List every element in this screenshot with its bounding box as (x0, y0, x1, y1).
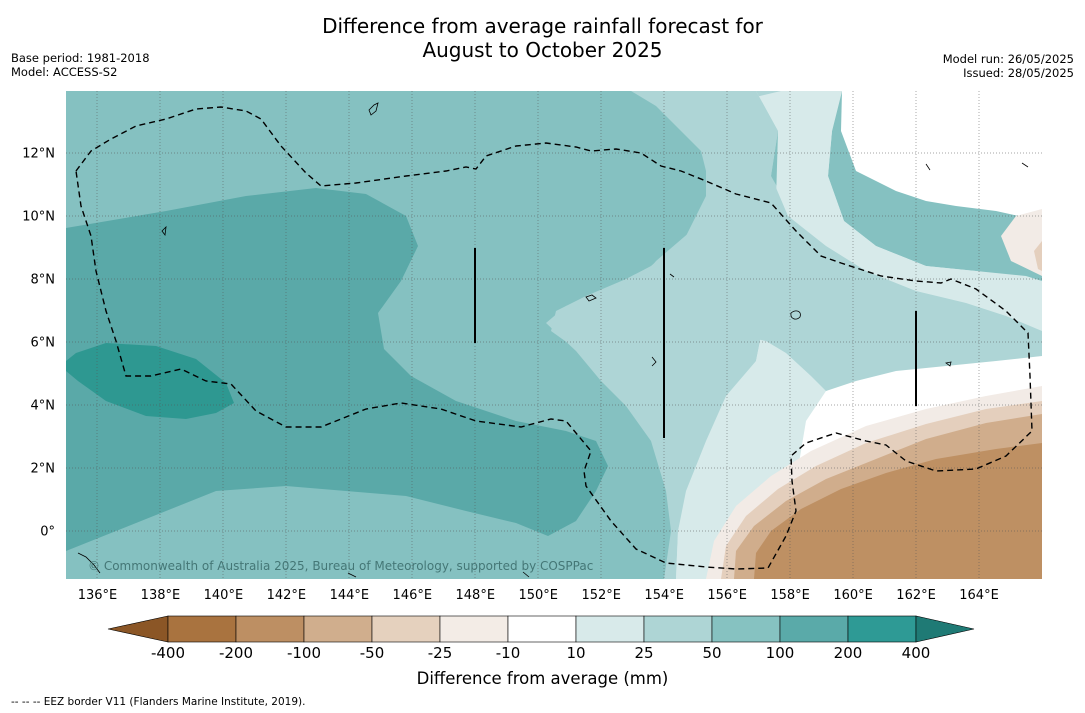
colorbar-swatch (167, 615, 237, 643)
colorbar-tick-label: -10 (495, 644, 521, 662)
meta-right: Model run: 26/05/2025 Issued: 28/05/2025 (943, 52, 1074, 80)
colorbar-extend-high (915, 615, 975, 643)
map-canvas: © Commonwealth of Australia 2025, Bureau… (66, 91, 1042, 579)
longitude-tick-label: 154°E (644, 588, 684, 603)
longitude-tick-label: 164°E (959, 588, 999, 603)
longitude-tick-label: 162°E (896, 588, 936, 603)
colorbar-tick-label: -400 (150, 644, 186, 662)
colorbar-swatch (371, 615, 441, 643)
region-dry-200 (754, 443, 1042, 579)
eez-footnote: -- -- -- EEZ border V11 (Flanders Marine… (11, 696, 306, 708)
eez-border (75, 106, 1033, 570)
colorbar-swatch (235, 615, 305, 643)
region-wet-400 (66, 343, 234, 419)
colorbar-tick-label: 100 (765, 644, 795, 662)
longitude-tick-label: 150°E (518, 588, 559, 603)
title-line-2: August to October 2025 (422, 38, 663, 62)
title-line-1: Difference from average rainfall forecas… (322, 14, 763, 38)
colorbar-title: Difference from average (mm) (416, 669, 669, 688)
base-period-text: Base period: 1981-2018 (11, 51, 150, 65)
colorbar-extend-low (107, 615, 169, 643)
colorbar-tick-label: -200 (218, 644, 254, 662)
colorbar (107, 615, 975, 643)
colorbar-tick-label: 10 (566, 644, 586, 662)
longitude-tick-label: 142°E (266, 588, 307, 603)
longitude-tick-label: 148°E (455, 588, 496, 603)
region-wet-50-east (551, 91, 1042, 391)
longitude-tick-label: 146°E (392, 588, 433, 603)
latitude-tick-label: 12°N (22, 146, 55, 162)
region-dry-25-north (1001, 209, 1042, 276)
colorbar-swatch (575, 615, 645, 643)
colorbar-swatch (847, 615, 917, 643)
longitude-tick-label: 138°E (140, 588, 181, 603)
longitude-tick-label: 140°E (203, 588, 244, 603)
copyright-text: © Commonwealth of Australia 2025, Bureau… (88, 559, 593, 573)
colorbar-tick-label: 25 (634, 644, 654, 662)
latitude-tick-label: 10°N (22, 209, 55, 225)
islands (77, 102, 1029, 578)
model-text: Model: ACCESS-S2 (11, 65, 118, 79)
colorbar-tick-label: -100 (286, 644, 322, 662)
colorbar-tick-label: 200 (833, 644, 863, 662)
colorbar-tick-label: 400 (901, 644, 931, 662)
colorbar-swatch (779, 615, 849, 643)
issued-text: Issued: 28/05/2025 (963, 66, 1074, 80)
latitude-tick-label: 0° (40, 524, 55, 540)
rainfall-map: © Commonwealth of Australia 2025, Bureau… (66, 91, 1042, 579)
longitude-tick-label: 156°E (707, 588, 747, 603)
gridlines (66, 91, 1042, 579)
latitude-tick-label: 2°N (30, 461, 56, 477)
colorbar-tick-label: -50 (359, 644, 385, 662)
colorbar-swatch (507, 615, 577, 643)
longitude-tick-label: 136°E (77, 588, 118, 603)
colorbar-swatch (439, 615, 509, 643)
latitude-tick-label: 8°N (30, 272, 56, 288)
colorbar-tick-label: 50 (702, 644, 722, 662)
longitude-tick-label: 144°E (329, 588, 370, 603)
longitude-tick-label: 152°E (581, 588, 621, 603)
latitude-tick-label: 6°N (30, 335, 56, 351)
longitude-tick-label: 160°E (833, 588, 873, 603)
longitude-tick-label: 158°E (770, 588, 810, 603)
model-run-text: Model run: 26/05/2025 (942, 52, 1074, 66)
colorbar-swatch (711, 615, 781, 643)
colorbar-tick-label: -25 (427, 644, 453, 662)
region-dry-50-north (1034, 241, 1042, 271)
map-title: Difference from average rainfall forecas… (0, 14, 1085, 62)
colorbar-swatch (643, 615, 713, 643)
meta-left: Base period: 1981-2018 Model: ACCESS-S2 (11, 51, 150, 79)
colorbar-swatch (303, 615, 373, 643)
latitude-tick-label: 4°N (30, 398, 56, 414)
